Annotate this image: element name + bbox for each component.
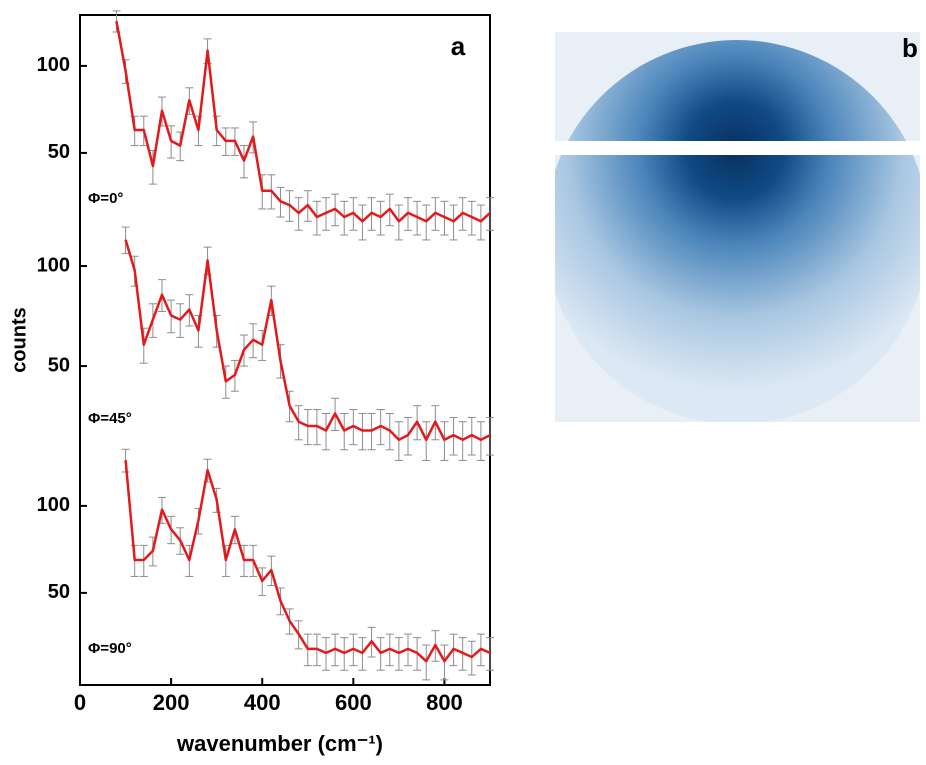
- y-axis-label: counts: [8, 307, 30, 373]
- spectrum-line: [115, 20, 491, 223]
- x-tick-label: 800: [426, 690, 463, 715]
- y-tick-label: 100: [37, 494, 70, 516]
- y-tick-label: 100: [37, 254, 70, 276]
- x-tick-label: 400: [244, 690, 281, 715]
- x-tick-label: 600: [335, 690, 372, 715]
- panel-annotation: Φ=45°: [88, 410, 132, 427]
- y-tick-label: 100: [37, 54, 70, 76]
- y-tick-label: 50: [48, 141, 70, 163]
- x-tick-label: 200: [153, 690, 190, 715]
- x-tick-label: 0: [74, 690, 86, 715]
- y-tick-label: 50: [48, 354, 70, 376]
- panel-annotation: Φ=0°: [88, 190, 123, 207]
- panel-label: a: [451, 31, 466, 61]
- diffraction-image: [555, 32, 920, 422]
- panel-annotation: Φ=90°: [88, 640, 132, 657]
- spectrum-line: [124, 459, 491, 663]
- y-tick-label: 50: [48, 581, 70, 603]
- x-axis-label: wavenumber (cm⁻¹): [176, 731, 383, 756]
- plot-frame: [79, 14, 491, 686]
- spectrum-line: [124, 239, 491, 442]
- panel-label: b: [902, 33, 918, 63]
